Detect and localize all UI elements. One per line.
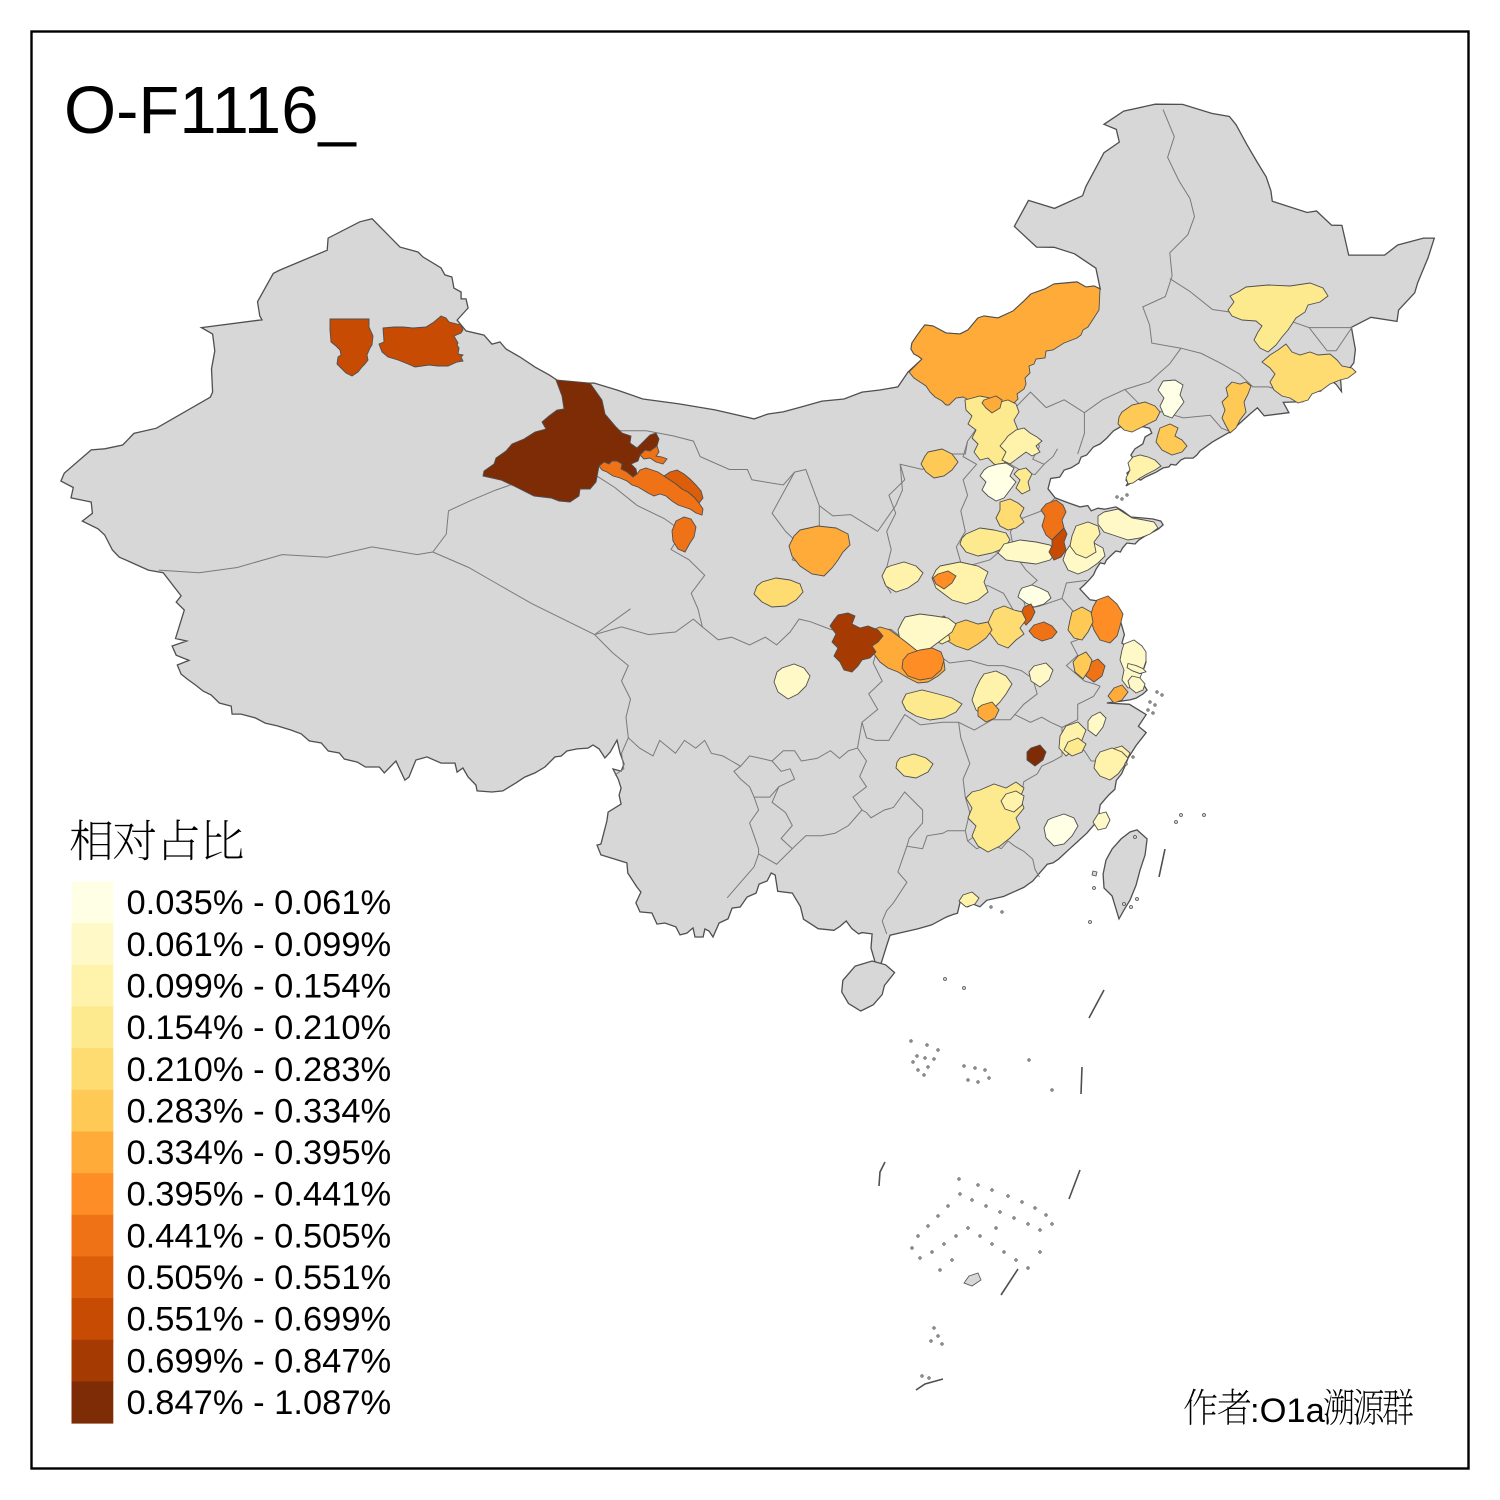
- svg-text:0.061% - 0.099%: 0.061% - 0.099%: [127, 926, 392, 964]
- svg-text:0.099% - 0.154%: 0.099% - 0.154%: [127, 967, 392, 1005]
- svg-text:0.210% - 0.283%: 0.210% - 0.283%: [127, 1051, 392, 1089]
- svg-text:0.505% - 0.551%: 0.505% - 0.551%: [127, 1259, 392, 1297]
- svg-text:0.035% - 0.061%: 0.035% - 0.061%: [127, 884, 392, 922]
- svg-text:0.551% - 0.699%: 0.551% - 0.699%: [127, 1301, 392, 1339]
- svg-text:0.154% - 0.210%: 0.154% - 0.210%: [127, 1009, 392, 1047]
- svg-text:0.334% - 0.395%: 0.334% - 0.395%: [127, 1134, 392, 1172]
- svg-text:0.395% - 0.441%: 0.395% - 0.441%: [127, 1176, 392, 1214]
- svg-text:0.283% - 0.334%: 0.283% - 0.334%: [127, 1092, 392, 1130]
- svg-text:0.699% - 0.847%: 0.699% - 0.847%: [127, 1342, 392, 1380]
- svg-text::O1a: :O1a: [1250, 1392, 1326, 1430]
- svg-text:O-F1116_: O-F1116_: [64, 73, 357, 148]
- svg-text:0.441% - 0.505%: 0.441% - 0.505%: [127, 1217, 392, 1255]
- svg-text:0.847% - 1.087%: 0.847% - 1.087%: [127, 1384, 392, 1422]
